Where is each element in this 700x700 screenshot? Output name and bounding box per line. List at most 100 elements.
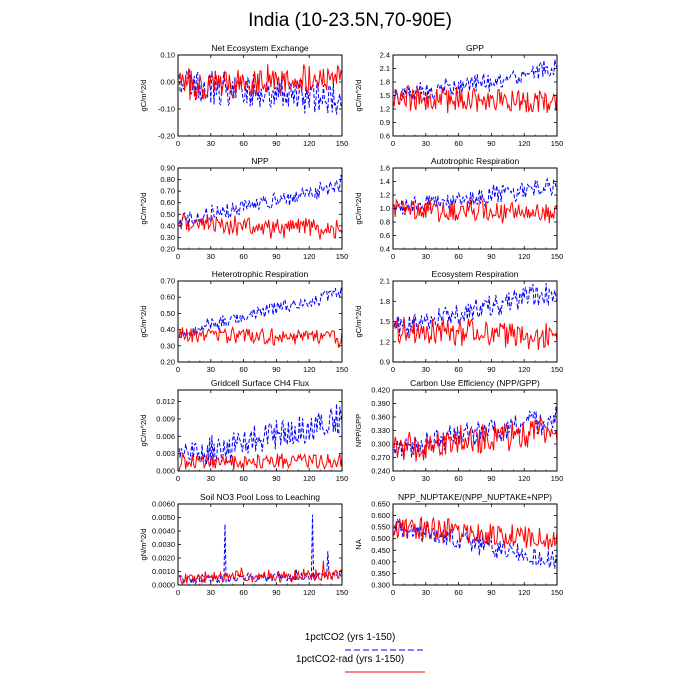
x-tick-label: 90 bbox=[272, 252, 280, 261]
x-tick-label: 0 bbox=[176, 139, 180, 148]
chart-panel: NPP_NUPTAKE/(NPP_NUPTAKE+NPP) 0 30 60 90 120 1… bbox=[354, 492, 563, 597]
x-tick-label: 60 bbox=[454, 474, 462, 483]
x-tick-label: 0 bbox=[176, 252, 180, 261]
y-tick-label: 0.40 bbox=[160, 325, 175, 334]
chart-panel: NPP 0 30 60 90 120 150 0.20 0.30 0.40 0.50 0.60 0.70… bbox=[139, 156, 348, 261]
y-tick-label: 0.30 bbox=[160, 233, 175, 242]
plot-frame bbox=[177, 167, 343, 250]
x-tick-label: 120 bbox=[303, 139, 316, 148]
x-tick-label: 120 bbox=[518, 139, 531, 148]
y-tick-label: 0.500 bbox=[371, 534, 390, 543]
series-line bbox=[178, 212, 342, 240]
chart-title: Carbon Use Efficiency (NPP/GPP) bbox=[410, 378, 540, 388]
y-tick-label: 0.006 bbox=[156, 432, 175, 441]
x-tick-label: 150 bbox=[551, 474, 564, 483]
y-tick-label: 1.8 bbox=[380, 297, 390, 306]
y-tick-label: 0.0010 bbox=[152, 567, 175, 576]
series-line bbox=[393, 515, 557, 550]
y-tick-label: 0.009 bbox=[156, 414, 175, 423]
y-tick-label: 0.0040 bbox=[152, 527, 175, 536]
y-axis-label: gC/m^2/d bbox=[354, 306, 363, 338]
y-axis-label: NA bbox=[354, 539, 363, 549]
chart-title: Gridcell Surface CH4 Flux bbox=[211, 378, 310, 388]
x-tick-label: 0 bbox=[391, 588, 395, 597]
y-tick-label: 0.400 bbox=[371, 557, 390, 566]
y-tick-label: 0.9 bbox=[380, 118, 390, 127]
x-tick-label: 60 bbox=[239, 365, 247, 374]
y-tick-label: 2.1 bbox=[380, 277, 390, 286]
x-tick-label: 150 bbox=[336, 588, 349, 597]
y-tick-label: 0.6 bbox=[380, 231, 390, 240]
y-axis-label: NPP/GPP bbox=[354, 414, 363, 447]
chart-panel: Gridcell Surface CH4 Flux 0 30 60 90 120 150 0.… bbox=[139, 378, 348, 483]
y-tick-label: -0.10 bbox=[158, 105, 175, 114]
x-tick-label: 120 bbox=[518, 474, 531, 483]
x-tick-label: 60 bbox=[239, 139, 247, 148]
x-tick-label: 150 bbox=[336, 365, 349, 374]
y-tick-label: 0.240 bbox=[371, 467, 390, 476]
x-tick-label: 60 bbox=[454, 252, 462, 261]
x-tick-label: 150 bbox=[551, 139, 564, 148]
x-tick-label: 60 bbox=[454, 588, 462, 597]
y-tick-label: 0.012 bbox=[156, 397, 175, 406]
y-tick-label: 0.9 bbox=[380, 358, 390, 367]
x-tick-label: 0 bbox=[391, 252, 395, 261]
y-tick-label: 0.60 bbox=[160, 293, 175, 302]
y-tick-label: 0.300 bbox=[371, 440, 390, 449]
x-tick-label: 30 bbox=[207, 139, 215, 148]
y-tick-label: 1.8 bbox=[380, 78, 390, 87]
y-axis-label: gC/m^2/d bbox=[139, 415, 148, 447]
x-tick-label: 90 bbox=[487, 474, 495, 483]
chart-title: NPP bbox=[251, 156, 269, 166]
y-tick-label: 0.550 bbox=[371, 523, 390, 532]
x-tick-label: 120 bbox=[518, 252, 531, 261]
y-axis-label: gC/m^2/d bbox=[354, 193, 363, 225]
y-tick-label: 0.40 bbox=[160, 221, 175, 230]
y-tick-label: 0.50 bbox=[160, 210, 175, 219]
y-tick-label: 0.70 bbox=[160, 187, 175, 196]
chart-panel: GPP 0 30 60 90 120 150 0.6 0.9 1.2 1.5 1.8 2.1 2.4 gC/… bbox=[354, 43, 563, 148]
x-tick-label: 90 bbox=[272, 365, 280, 374]
x-tick-label: 30 bbox=[422, 588, 430, 597]
x-tick-label: 30 bbox=[207, 252, 215, 261]
x-tick-label: 120 bbox=[303, 588, 316, 597]
y-tick-label: 0.30 bbox=[160, 341, 175, 350]
x-tick-label: 0 bbox=[176, 365, 180, 374]
chart-panel: Soil NO3 Pool Loss to Leaching 0 30 60 90 120… bbox=[139, 492, 348, 597]
y-tick-label: 1.4 bbox=[380, 177, 390, 186]
y-axis-label: gN/m^2/d bbox=[139, 529, 148, 561]
series-line bbox=[393, 177, 557, 216]
x-tick-label: 150 bbox=[336, 252, 349, 261]
y-tick-label: 0.350 bbox=[371, 569, 390, 578]
x-tick-label: 120 bbox=[303, 252, 316, 261]
chart-panel: Carbon Use Efficiency (NPP/GPP) 0 30 60 90 12… bbox=[354, 378, 563, 483]
series-line bbox=[393, 406, 557, 460]
x-tick-label: 30 bbox=[422, 474, 430, 483]
y-tick-label: 0.650 bbox=[371, 500, 390, 509]
x-tick-label: 120 bbox=[518, 588, 531, 597]
y-tick-label: 0.0000 bbox=[152, 581, 175, 590]
y-tick-label: 0.300 bbox=[371, 581, 390, 590]
series-line bbox=[393, 316, 557, 351]
x-tick-label: 60 bbox=[454, 365, 462, 374]
y-tick-label: 1.2 bbox=[380, 191, 390, 200]
series-line bbox=[178, 64, 342, 101]
x-tick-label: 0 bbox=[176, 588, 180, 597]
series-line bbox=[393, 84, 557, 114]
chart-title: Heterotrophic Respiration bbox=[212, 269, 309, 279]
chart-title: NPP_NUPTAKE/(NPP_NUPTAKE+NPP) bbox=[398, 492, 552, 502]
x-tick-label: 150 bbox=[551, 588, 564, 597]
series-line bbox=[178, 174, 342, 230]
y-tick-label: 0.003 bbox=[156, 449, 175, 458]
series-line bbox=[178, 452, 342, 471]
y-tick-label: 2.4 bbox=[380, 51, 390, 60]
x-tick-label: 90 bbox=[487, 252, 495, 261]
series-line bbox=[393, 518, 557, 569]
y-tick-label: 0.20 bbox=[160, 245, 175, 254]
x-tick-label: 90 bbox=[272, 139, 280, 148]
chart-panel: Autotrophic Respiration 0 30 60 90 120 150 0.4 0… bbox=[354, 156, 563, 261]
x-tick-label: 120 bbox=[518, 365, 531, 374]
x-tick-label: 90 bbox=[487, 588, 495, 597]
x-tick-label: 90 bbox=[272, 474, 280, 483]
y-tick-label: 0.600 bbox=[371, 511, 390, 520]
